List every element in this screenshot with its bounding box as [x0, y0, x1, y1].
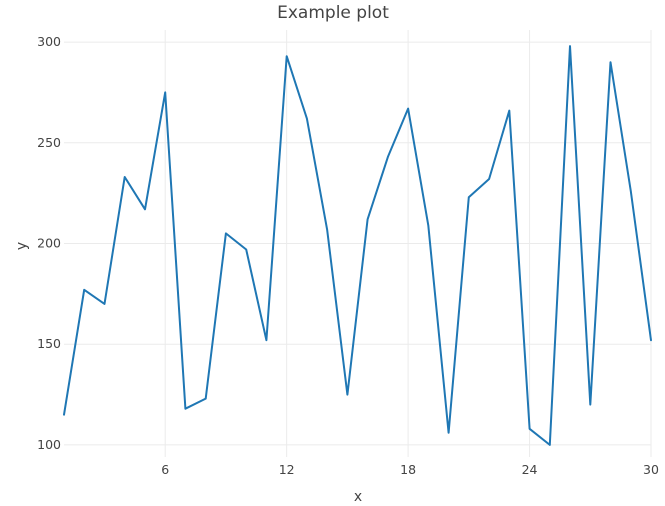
tick-layer: 6 12 18 24 30 100 150 200 250 300 [37, 34, 659, 477]
series-line [63, 45, 652, 446]
y-axis-label: y [14, 242, 30, 250]
y-tick-label: 100 [37, 437, 61, 452]
x-tick-label: 24 [522, 462, 538, 477]
grid-layer [64, 30, 652, 457]
x-tick-label: 12 [279, 462, 295, 477]
series-layer [63, 45, 652, 446]
y-tick-label: 200 [37, 236, 61, 251]
x-tick-label: 30 [643, 462, 659, 477]
y-tick-label: 250 [37, 135, 61, 150]
x-tick-label: 6 [161, 462, 169, 477]
y-tick-label: 300 [37, 34, 61, 49]
chart-title: Example plot [277, 3, 389, 23]
x-axis-label: x [354, 489, 362, 505]
y-tick-label: 150 [37, 336, 61, 351]
x-tick-label: 18 [400, 462, 416, 477]
